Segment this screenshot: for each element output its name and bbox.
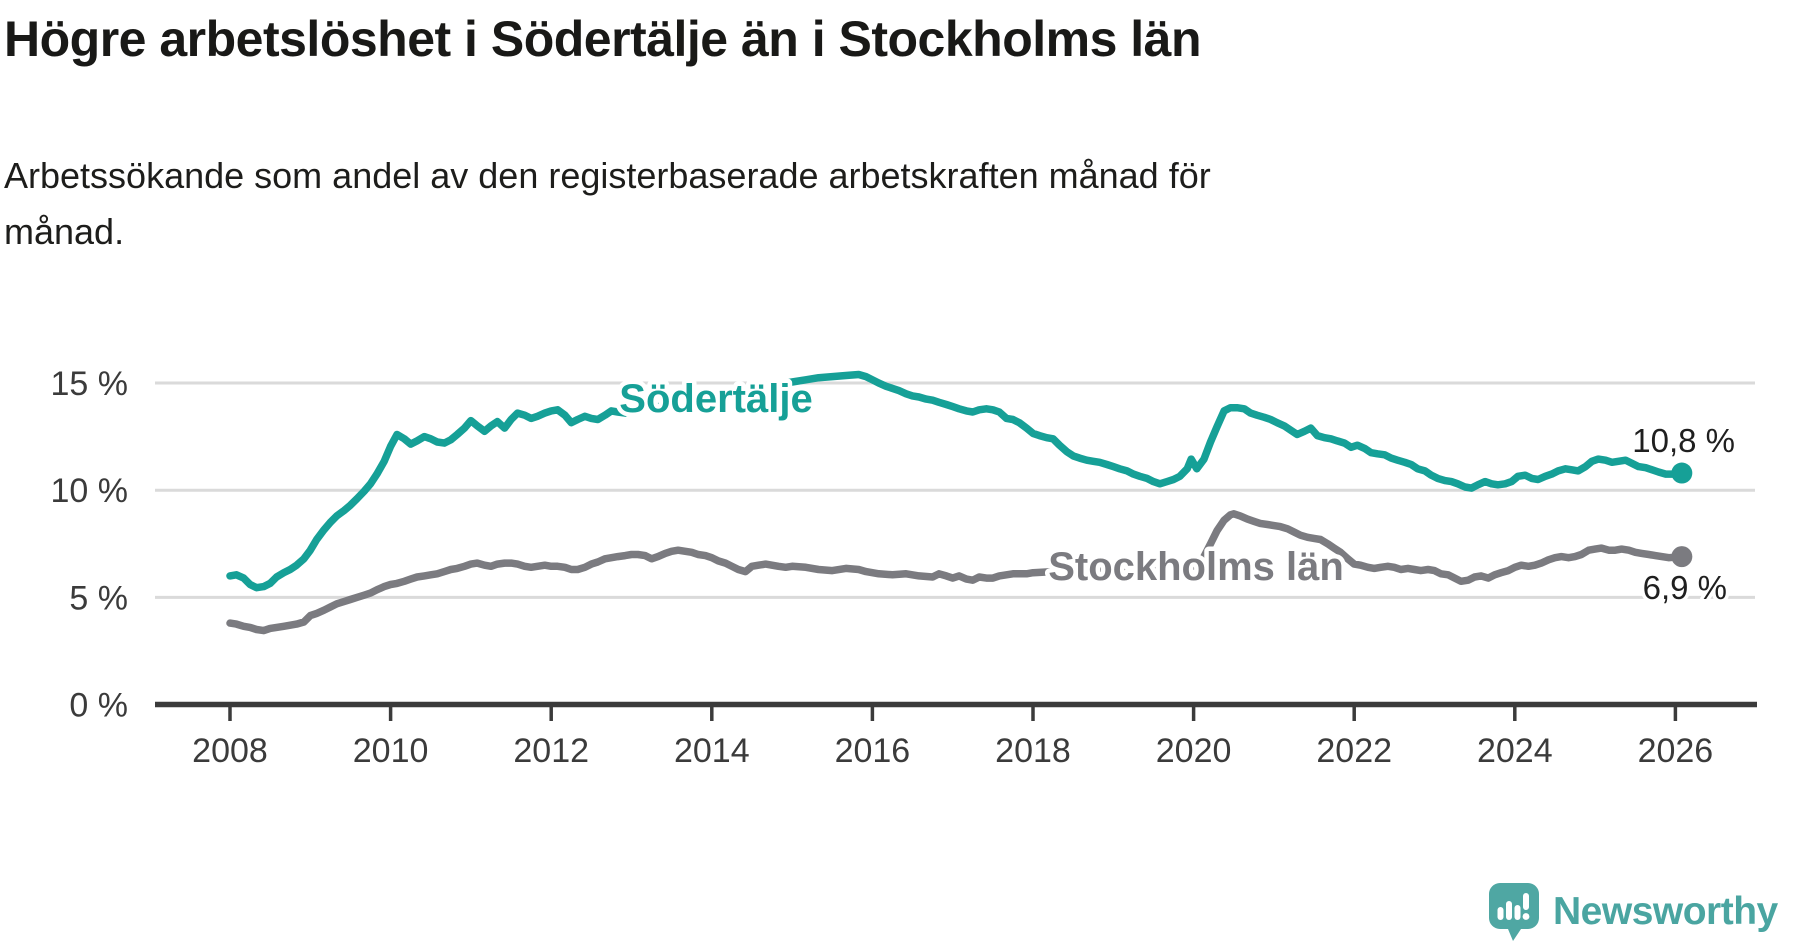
chart-subtitle-line-1: Arbetssökande som andel av den registerb… (4, 155, 1211, 196)
series-end-dot (1671, 462, 1693, 484)
series-label: Stockholms län (1048, 545, 1344, 589)
exclamation-bar (1523, 893, 1529, 910)
x-axis-label: 2014 (674, 732, 750, 770)
series-end-value: 10,8 % (1632, 422, 1735, 459)
y-axis-label: 5 % (69, 579, 128, 617)
x-axis-label: 2022 (1316, 732, 1392, 770)
x-axis-label: 2016 (835, 732, 911, 770)
bar-chart-bar-1 (1497, 907, 1504, 920)
x-axis-label: 2010 (353, 732, 429, 770)
series-line-stockholms-lan (226, 510, 1686, 635)
y-axis-label: 15 % (51, 365, 129, 403)
bar-chart-bar-2 (1506, 901, 1512, 920)
x-axis-label: 2018 (995, 732, 1071, 770)
series-line-sodertalje (226, 370, 1686, 592)
series-label: Södertälje (619, 377, 812, 421)
x-axis-label: 2026 (1638, 732, 1714, 770)
newsworthy-wordmark: Newsworthy (1553, 890, 1778, 933)
x-axis-label: 2012 (513, 732, 589, 770)
page-title: Högre arbetslöshet i Södertälje än i Sto… (4, 11, 1202, 67)
newsworthy-icon (1489, 883, 1539, 941)
chart-subtitle-line-2: månad. (4, 211, 125, 252)
series-end-value: 6,9 % (1643, 569, 1727, 606)
x-axis-label: 2020 (1156, 732, 1232, 770)
chart-subtitle: Arbetssökande som andel av den registerb… (4, 148, 1211, 260)
bar-chart-bar-3 (1514, 905, 1521, 920)
y-axis-label: 10 % (51, 472, 129, 510)
speech-bubble-shape (1489, 883, 1539, 941)
x-axis-label: 2008 (192, 732, 268, 770)
exclamation-dot (1522, 913, 1530, 920)
y-axis-label: 0 % (69, 687, 128, 725)
series-end-dot (1671, 546, 1693, 568)
x-axis-label: 2024 (1477, 732, 1553, 770)
newsworthy-logo: Newsworthy (1488, 882, 1778, 942)
